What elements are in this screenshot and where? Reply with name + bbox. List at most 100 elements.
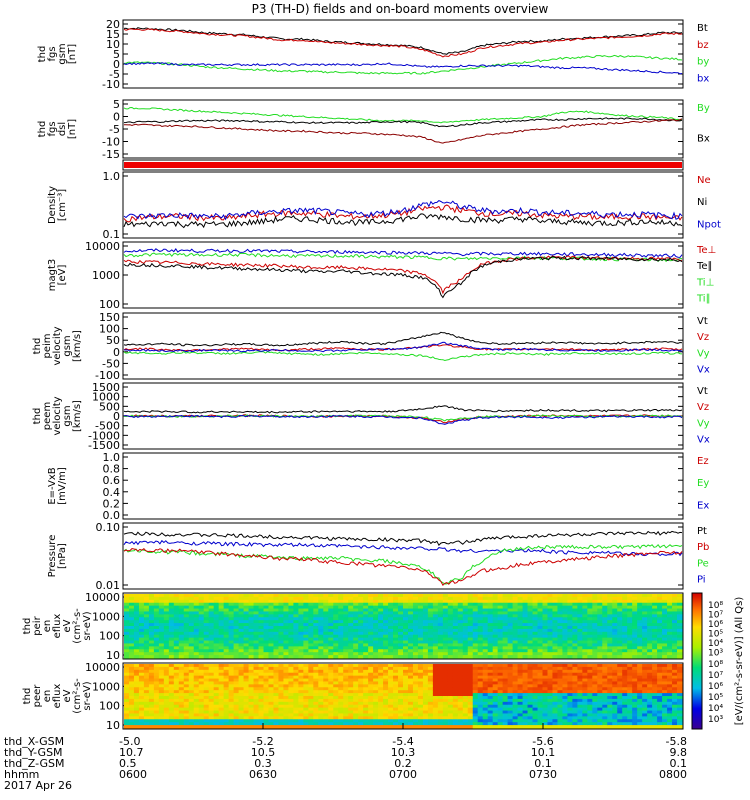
spectro-cell xyxy=(193,713,200,717)
spectro-cell xyxy=(238,640,245,644)
spectro-cell xyxy=(363,684,369,688)
spectro-cell xyxy=(273,707,279,712)
spectro-cell xyxy=(373,643,379,647)
spectro-cell xyxy=(378,611,384,615)
spectro-cell xyxy=(223,608,230,612)
spectro-cell xyxy=(363,713,369,717)
ytick-label: 0.6 xyxy=(103,474,121,487)
spectro-cell xyxy=(477,643,484,647)
spectro-cell xyxy=(178,599,185,604)
spectro-cell xyxy=(422,704,429,709)
spectro-cell xyxy=(273,631,279,636)
spectro-cell xyxy=(363,672,369,677)
spectro-cell xyxy=(437,719,444,723)
spectro-cell xyxy=(383,620,389,624)
spectro-cell xyxy=(422,707,429,712)
ylabel-line: [nT] xyxy=(67,119,78,139)
spectro-cell xyxy=(288,713,294,717)
spectro-cell xyxy=(632,623,638,627)
spectro-cell xyxy=(313,696,319,700)
spectro-cell xyxy=(168,707,175,712)
spectro-cell xyxy=(562,678,568,682)
spectro-cell xyxy=(248,611,255,615)
spectro-cell xyxy=(427,666,434,671)
spectro-cell xyxy=(193,652,200,656)
spectro-cell xyxy=(178,614,185,618)
spectro-cell xyxy=(293,716,299,720)
spectro-cell xyxy=(602,693,608,697)
spectro-cell xyxy=(602,640,608,644)
spectro-cell xyxy=(537,643,543,647)
spectro-cell xyxy=(632,599,638,604)
spectro-cell xyxy=(497,675,504,680)
spectro-cell xyxy=(318,628,324,633)
spectro-cell xyxy=(472,602,479,607)
spectro-cell xyxy=(617,631,623,636)
spectro-cell xyxy=(163,611,170,615)
spectro-cell xyxy=(642,649,648,653)
spectro-cell xyxy=(358,646,364,650)
spectro-cell xyxy=(124,617,130,621)
spectro-cell xyxy=(497,620,504,624)
spectro-cell xyxy=(622,725,628,729)
spectro-cell xyxy=(218,628,225,633)
spectro-cell xyxy=(632,608,638,612)
spectro-cell xyxy=(552,707,558,712)
spectro-cell xyxy=(403,640,409,644)
spectro-cell xyxy=(577,634,583,639)
spectro-cell xyxy=(208,626,215,630)
panel-bar xyxy=(122,159,684,171)
spectro-cell xyxy=(512,631,519,636)
spectro-cell xyxy=(627,599,633,604)
spectro-cell xyxy=(522,687,529,691)
spectro-cell xyxy=(617,722,623,726)
spectro-cell xyxy=(253,684,260,688)
spectro-cell xyxy=(278,628,284,633)
spectro-cell xyxy=(383,672,389,677)
spectro-cell xyxy=(128,725,135,729)
spectro-cell xyxy=(472,599,479,604)
spectro-cell xyxy=(203,628,210,633)
spectro-cell xyxy=(552,594,558,598)
spectro-cell xyxy=(163,690,170,694)
spectro-cell xyxy=(622,614,628,618)
spectro-cell xyxy=(158,608,165,612)
spectro-cell xyxy=(388,704,394,709)
spectro-cell xyxy=(597,669,603,674)
spectro-cell xyxy=(477,611,484,615)
ytick-label: 0.10 xyxy=(96,521,121,534)
spectro-cell xyxy=(173,652,180,656)
spectro-cell xyxy=(198,594,205,598)
spectro-cell xyxy=(318,701,324,706)
spectro-cell xyxy=(173,675,180,680)
series-Bt xyxy=(123,27,683,55)
spectro-cell xyxy=(198,704,205,709)
spectro-cell xyxy=(283,719,289,723)
spectro-cell xyxy=(393,707,399,712)
spectro-cell xyxy=(497,599,504,604)
spectro-cell xyxy=(328,594,334,598)
spectro-cell xyxy=(622,637,628,642)
spectro-cell xyxy=(383,652,389,656)
spectro-cell xyxy=(288,623,294,627)
spectro-cell xyxy=(477,634,484,639)
spectro-cell xyxy=(178,666,185,671)
spectro-cell xyxy=(338,620,344,624)
spectro-cell xyxy=(233,599,240,604)
spectro-cell xyxy=(437,637,444,642)
spectro-cell xyxy=(532,611,539,615)
spectro-cell xyxy=(442,640,449,644)
spectro-cell xyxy=(677,640,683,644)
spectro-cell xyxy=(263,637,269,642)
spectro-cell xyxy=(477,716,484,720)
spectro-cell xyxy=(143,690,150,694)
spectro-cell xyxy=(592,634,598,639)
spectro-cell xyxy=(547,643,553,647)
spectro-cell xyxy=(323,649,329,653)
spectro-cell xyxy=(163,599,170,604)
spectro-cell xyxy=(288,608,294,612)
spectro-cell xyxy=(313,716,319,720)
spectro-cell xyxy=(228,596,235,601)
spectro-cell xyxy=(293,643,299,647)
spectro-cell xyxy=(517,684,524,688)
